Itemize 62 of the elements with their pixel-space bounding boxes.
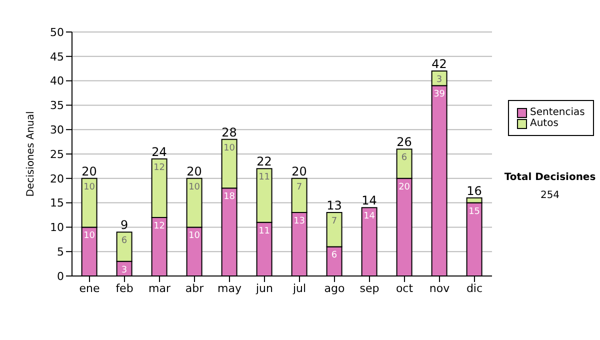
x-tick-label: jun bbox=[255, 282, 274, 295]
y-tick-label: 30 bbox=[50, 124, 64, 137]
data-label: 6 bbox=[121, 236, 128, 246]
y-tick-label: 25 bbox=[50, 148, 64, 161]
y-tick-label: 0 bbox=[57, 270, 64, 283]
data-label: 6 bbox=[401, 153, 408, 164]
total-label: 13 bbox=[326, 198, 342, 213]
data-label: 10 bbox=[84, 182, 96, 192]
x-tick-label: may bbox=[218, 282, 242, 295]
x-tick-label: nov bbox=[429, 282, 450, 295]
data-label: 10 bbox=[84, 231, 96, 242]
y-tick-label: 35 bbox=[50, 99, 64, 112]
legend-label: Sentencias bbox=[530, 107, 585, 118]
data-label: 7 bbox=[296, 182, 302, 192]
y-tick-label: 10 bbox=[50, 221, 64, 234]
total-label: 26 bbox=[396, 135, 412, 150]
total-label: 9 bbox=[120, 218, 128, 232]
total-label: 16 bbox=[466, 184, 482, 198]
data-label: 20 bbox=[398, 182, 410, 192]
total-label: 28 bbox=[222, 125, 237, 140]
total-label: 22 bbox=[256, 154, 272, 169]
data-label: 18 bbox=[224, 192, 236, 202]
data-label: 11 bbox=[258, 172, 270, 183]
x-tick-label: sep bbox=[360, 282, 380, 295]
y-tick-label: 45 bbox=[50, 50, 64, 64]
x-tick-label: abr bbox=[185, 282, 204, 295]
data-label: 3 bbox=[436, 75, 442, 86]
y-tick-label: 40 bbox=[50, 74, 64, 88]
data-label: 14 bbox=[364, 212, 376, 222]
data-label: 15 bbox=[468, 206, 480, 217]
x-tick-label: dic bbox=[466, 282, 483, 295]
data-label: 39 bbox=[434, 90, 446, 100]
data-label: 10 bbox=[188, 231, 200, 242]
data-label: 6 bbox=[331, 250, 338, 261]
data-label: 10 bbox=[224, 143, 236, 154]
data-label: 3 bbox=[121, 265, 128, 276]
x-tick-label: ene bbox=[79, 282, 100, 295]
data-label: 7 bbox=[331, 216, 338, 227]
legend-label: Autos bbox=[530, 118, 558, 129]
data-label: 13 bbox=[294, 216, 306, 227]
y-tick-label: 15 bbox=[50, 196, 64, 210]
y-tick-label: 5 bbox=[57, 246, 64, 259]
total-label: 24 bbox=[152, 144, 167, 159]
y-tick-label: 20 bbox=[50, 172, 64, 186]
data-label: 10 bbox=[188, 182, 200, 192]
total-label: 20 bbox=[82, 164, 97, 178]
text: Total Decisiones bbox=[503, 172, 597, 183]
x-tick-label: oct bbox=[396, 282, 414, 295]
y-axis-title: Decisiones Anual bbox=[26, 111, 37, 197]
data-label: 12 bbox=[154, 162, 166, 173]
x-tick-label: feb bbox=[116, 282, 134, 295]
total-label: 20 bbox=[186, 164, 202, 178]
data-label: 12 bbox=[154, 221, 166, 232]
x-tick-label: ago bbox=[324, 282, 345, 295]
data-label: 11 bbox=[258, 226, 270, 236]
total-label: 20 bbox=[292, 164, 307, 178]
y-tick-label: 50 bbox=[50, 26, 64, 39]
x-tick-label: mar bbox=[148, 282, 171, 295]
total-label: 14 bbox=[362, 194, 377, 208]
total-label: 42 bbox=[432, 57, 447, 72]
x-tick-label: jul bbox=[292, 282, 306, 295]
text: 254 bbox=[539, 190, 561, 201]
